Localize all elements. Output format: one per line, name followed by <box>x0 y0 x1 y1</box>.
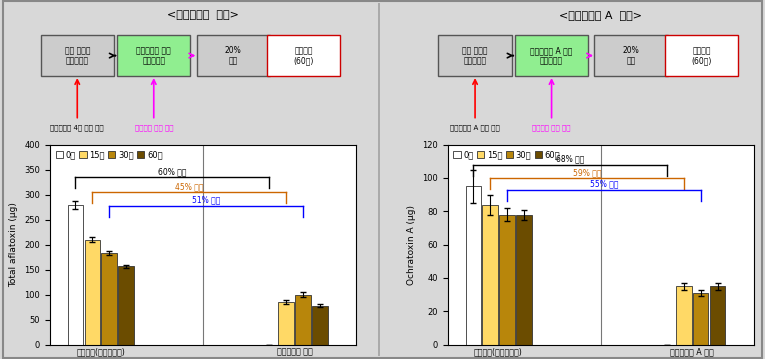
Bar <box>295 295 311 345</box>
Text: 59% 저감: 59% 저감 <box>573 168 601 177</box>
Text: <오크라톡신 A  흡착>: <오크라톡신 A 흡착> <box>559 10 642 20</box>
Text: 오크라톡신 A 인위 오염: 오크라톡신 A 인위 오염 <box>450 124 500 131</box>
Bar <box>710 286 725 345</box>
Bar <box>119 266 134 345</box>
FancyBboxPatch shape <box>197 35 270 76</box>
Bar <box>68 205 83 345</box>
FancyBboxPatch shape <box>41 35 114 76</box>
FancyBboxPatch shape <box>665 35 738 76</box>
Bar <box>85 239 100 345</box>
Text: 20%
염수: 20% 염수 <box>225 46 242 65</box>
FancyBboxPatch shape <box>515 35 588 76</box>
Text: 20%
염수: 20% 염수 <box>623 46 640 65</box>
FancyBboxPatch shape <box>438 35 512 76</box>
Text: <아플라톡신  흡착>: <아플라톡신 흡착> <box>167 10 239 20</box>
Bar <box>483 205 498 345</box>
FancyBboxPatch shape <box>267 35 340 76</box>
Text: 삼베망에 메주 담기: 삼베망에 메주 담기 <box>532 124 571 131</box>
Bar <box>466 186 481 345</box>
Text: 삼베망에 메주 담기: 삼베망에 메주 담기 <box>135 124 173 131</box>
Text: 55% 저감: 55% 저감 <box>590 180 618 188</box>
Text: 아플라톡신 오염
재래식메주: 아플라톡신 오염 재래식메주 <box>136 46 171 65</box>
Legend: 0일, 15일, 30일, 60일: 0일, 15일, 30일, 60일 <box>451 149 562 161</box>
Bar <box>278 302 294 345</box>
Text: 황국 비접종
재래식메주: 황국 비접종 재래식메주 <box>64 46 90 65</box>
Text: 51% 저감: 51% 저감 <box>192 196 220 205</box>
Text: 염수침지
(60일): 염수침지 (60일) <box>692 46 711 65</box>
Legend: 0일, 15일, 30일, 60일: 0일, 15일, 30일, 60일 <box>54 149 164 161</box>
Bar <box>102 253 117 345</box>
Text: 68% 저감: 68% 저감 <box>556 154 584 164</box>
Bar <box>500 215 515 345</box>
Text: 아플라톡신 4종 인위 오염: 아플라톡신 4종 인위 오염 <box>50 124 104 131</box>
Text: 황국 비접종
재래식메주: 황국 비접종 재래식메주 <box>462 46 488 65</box>
Text: 45% 저감: 45% 저감 <box>175 182 203 191</box>
Text: 오크라톡신 A 오염
재래식메주: 오크라톡신 A 오염 재래식메주 <box>530 46 573 65</box>
FancyBboxPatch shape <box>594 35 668 76</box>
Bar <box>312 306 327 345</box>
Y-axis label: Ochratoxin A (μg): Ochratoxin A (μg) <box>408 205 416 285</box>
Text: 염수침지
(60일): 염수침지 (60일) <box>294 46 314 65</box>
Bar <box>516 215 532 345</box>
FancyBboxPatch shape <box>117 35 190 76</box>
Text: 60% 저감: 60% 저감 <box>158 167 187 176</box>
Y-axis label: Total aflatoxin (μg): Total aflatoxin (μg) <box>10 202 18 287</box>
Bar <box>693 293 708 345</box>
Bar <box>676 286 692 345</box>
